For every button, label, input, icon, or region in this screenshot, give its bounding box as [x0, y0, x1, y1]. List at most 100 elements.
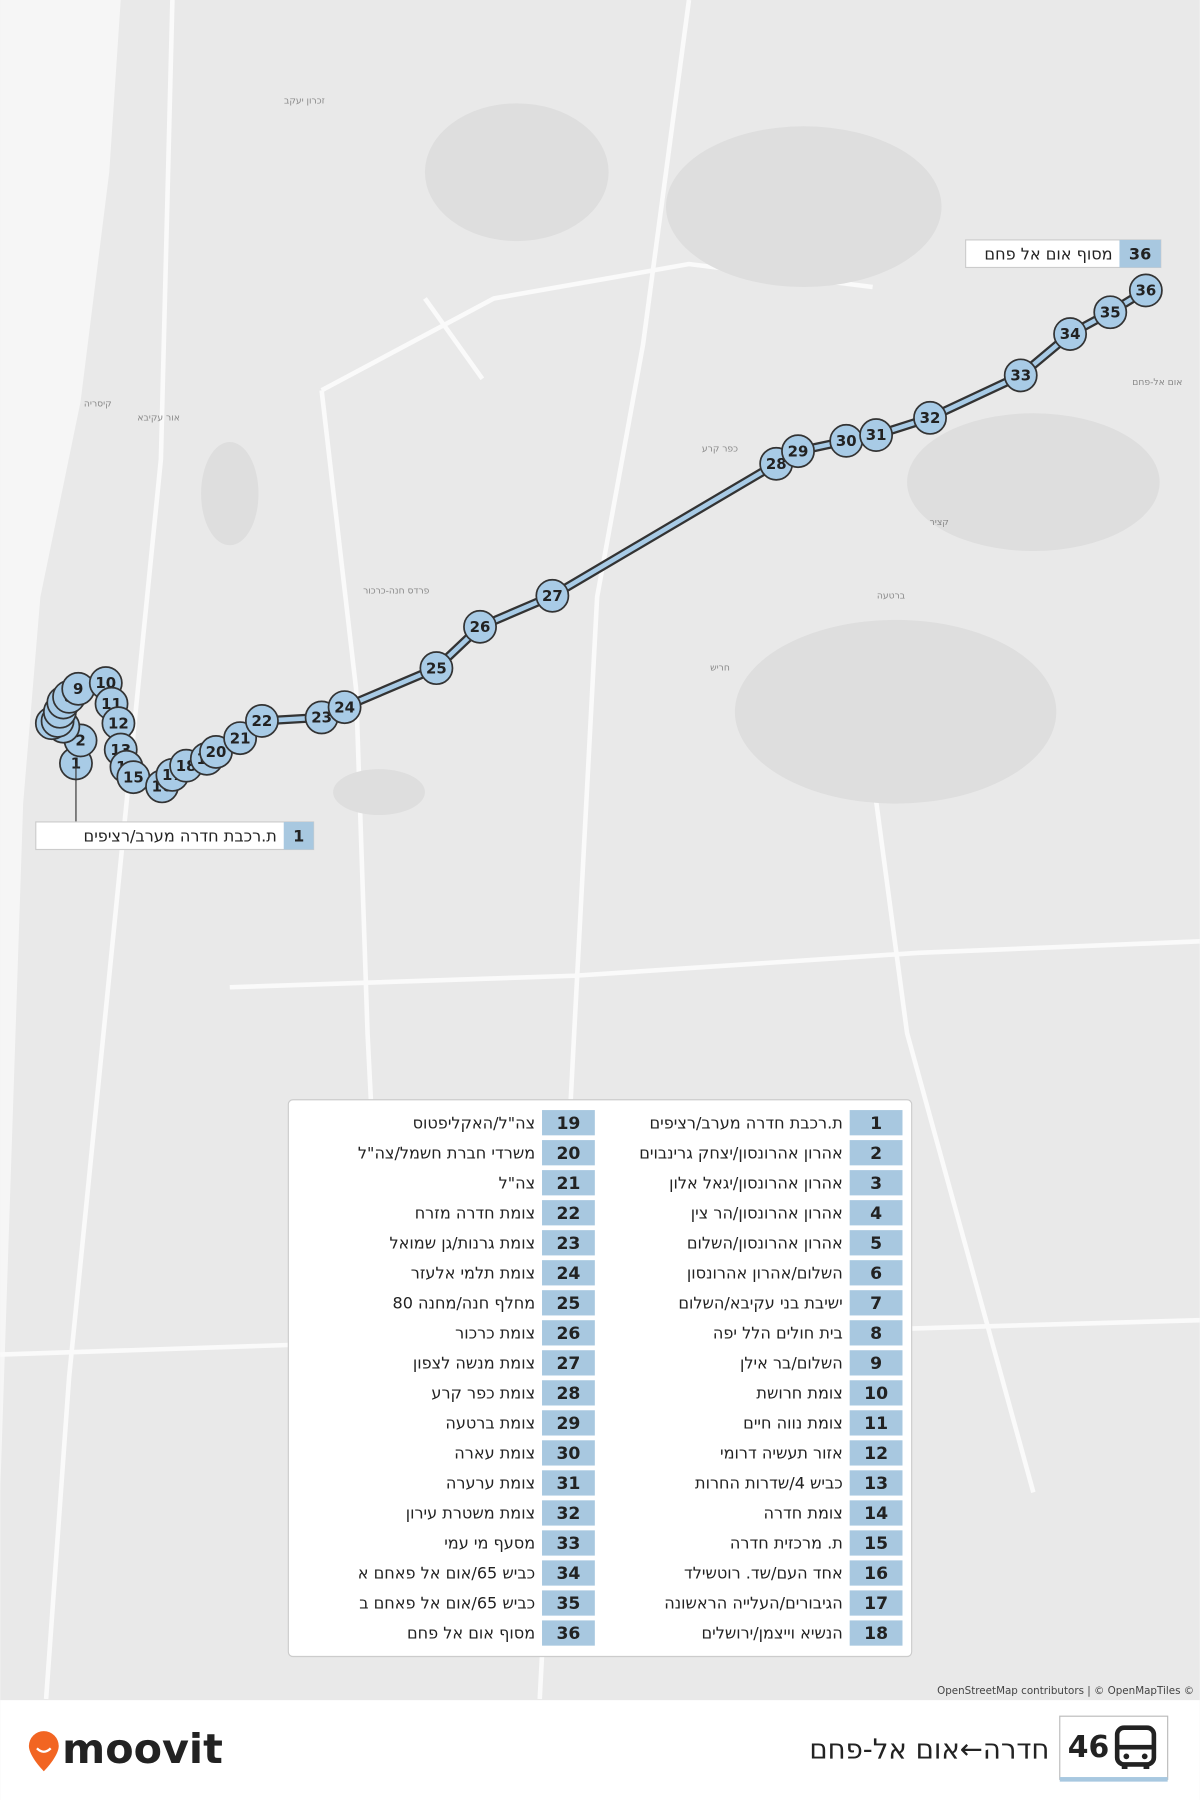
stop-name: בית חולים הלל יפה [713, 1323, 843, 1342]
callout-number: 1 [293, 826, 304, 845]
stop-badge [849, 1260, 903, 1286]
stop-marker [419, 651, 454, 686]
place-label: קיסריה [84, 399, 112, 410]
stop-name: צומת משטרת עירון [406, 1504, 535, 1523]
stop-number: 9 [870, 1354, 882, 1374]
stop-marker-number: 25 [426, 659, 447, 677]
stop-markers: 1234567891011121314151617181920212223242… [34, 273, 1163, 804]
stop-badge [849, 1440, 903, 1466]
stop-marker-number: 35 [1100, 303, 1121, 321]
stop-marker [859, 418, 894, 453]
place-label: ברטעה [877, 590, 905, 601]
stop-number: 13 [864, 1474, 888, 1494]
stop-badge [542, 1410, 595, 1436]
callout-number: 36 [1129, 244, 1151, 263]
stop-marker-number: 31 [866, 426, 887, 444]
stop-name: אהרון אהרונסון/יגאל אלון [669, 1173, 843, 1192]
stop-name: ת.רכבת חדרה מערב/רציפים [649, 1113, 842, 1132]
stop-number: 1 [870, 1114, 882, 1134]
stop-badge [542, 1110, 595, 1136]
stop-badge [542, 1530, 595, 1556]
callout-badge [1119, 239, 1161, 268]
place-label: זכרון יעקב [284, 96, 325, 107]
stop-marker-number: 21 [230, 729, 251, 747]
stop-number: 23 [556, 1234, 580, 1254]
stop-marker-number: 23 [311, 709, 332, 727]
stop-badge [849, 1590, 903, 1616]
place-label: כפר קרע [702, 443, 738, 454]
stop-badge [849, 1110, 903, 1136]
stop-number: 4 [870, 1204, 882, 1224]
stop-number: 7 [870, 1294, 882, 1314]
stop-number: 11 [864, 1414, 888, 1434]
stop-marker-number: 24 [334, 698, 355, 716]
stop-number: 31 [556, 1474, 580, 1494]
stop-badge [849, 1620, 903, 1646]
stop-marker [244, 703, 279, 738]
stop-name: צומת חרושת [756, 1384, 842, 1403]
stop-number: 17 [864, 1594, 888, 1614]
stop-name: צה"ל/האקליפטוס [413, 1113, 536, 1132]
stop-number: 24 [556, 1264, 580, 1284]
callout-name: ת.רכבת חדרה מערב/רציפים [84, 826, 277, 845]
stop-number: 2 [870, 1144, 882, 1164]
stop-number: 28 [556, 1384, 580, 1404]
stop-badge [849, 1200, 903, 1226]
stop-name: צומת כפר קרע [431, 1384, 535, 1403]
stop-name: צומת חדרה [763, 1504, 842, 1523]
stop-number: 36 [556, 1624, 580, 1644]
stop-name: אהרון אהרונסון/יצחק גרינבוים [639, 1143, 843, 1162]
bus-icon [1114, 1725, 1157, 1770]
callout-box [35, 821, 315, 851]
stop-number: 15 [864, 1534, 888, 1554]
place-label: אום אל-פחם [1132, 377, 1182, 388]
stop-badge [849, 1320, 903, 1346]
stop-badge [542, 1200, 595, 1226]
stop-name: ישיבת בני עקיבא/השלום [678, 1293, 842, 1312]
stop-name: אחד העם/שד. רוטשילד [684, 1564, 843, 1583]
callout-name: מסוף אום אל פחם [984, 244, 1112, 263]
callout-badge [283, 821, 314, 850]
stop-marker [1003, 358, 1038, 393]
stop-marker [327, 690, 362, 725]
stop-marker-number: 34 [1060, 325, 1081, 343]
stop-number: 8 [870, 1324, 882, 1344]
stop-name: צומת חדרה מזרח [415, 1203, 535, 1222]
place-label: פרדס חנה-כרכור [363, 586, 430, 597]
stop-marker-number: 12 [108, 714, 129, 732]
stop-name: צומת עארה [454, 1444, 535, 1463]
stop-badge [542, 1290, 595, 1316]
stop-number: 22 [556, 1204, 580, 1224]
stop-name: משרדי חברת חשמל/צה"ל [358, 1143, 535, 1162]
stop-name: השלום/בר אילן [740, 1354, 843, 1373]
stop-number: 10 [864, 1384, 888, 1404]
stop-name: צומת ערערה [446, 1474, 535, 1493]
stop-marker-number: 27 [542, 587, 563, 605]
stop-list: 1 ת.רכבת חדרה מערב/רציפים 2 אהרון אהרונסון/… [358, 1110, 903, 1646]
place-label: חריש [710, 663, 730, 674]
stop-number: 12 [864, 1444, 888, 1464]
stop-badge [542, 1260, 595, 1286]
stop-marker-number: 30 [836, 432, 857, 450]
stop-number: 30 [556, 1444, 580, 1464]
place-labels: זכרון יעקב קיסריה אור עקיבא כפר קרע אום אל-פ… [84, 96, 1182, 674]
stop-badge [849, 1380, 903, 1406]
stop-number: 3 [870, 1174, 882, 1194]
attribution: OpenStreetMap contributors | © OpenMapTi… [937, 1685, 1194, 1697]
stop-number: 18 [864, 1624, 888, 1644]
stop-name: צומת תלמי אלעזר [411, 1263, 535, 1282]
stop-name: הנשיא וייצמן/ירושלים [701, 1624, 842, 1643]
stop-badge [542, 1170, 595, 1196]
stop-badge [542, 1350, 595, 1376]
stop-name: מסעף מי עמי [444, 1534, 535, 1553]
stop-badge [849, 1140, 903, 1166]
stop-name: מחלף חנה/מחנה 80 [392, 1293, 535, 1312]
stop-badge [542, 1440, 595, 1466]
stop-name: אהרון אהרונסון/הר צין [691, 1203, 843, 1222]
stop-badge [542, 1380, 595, 1406]
stop-badge [849, 1470, 903, 1496]
stop-name: אזור תעשיה דרומי [720, 1444, 843, 1463]
route-title: חדרה←אום אל-פחם [809, 1734, 1049, 1766]
stop-marker-number: 28 [766, 455, 787, 473]
stop-name: הגיבורים/העלייה הראשונה [664, 1594, 843, 1613]
